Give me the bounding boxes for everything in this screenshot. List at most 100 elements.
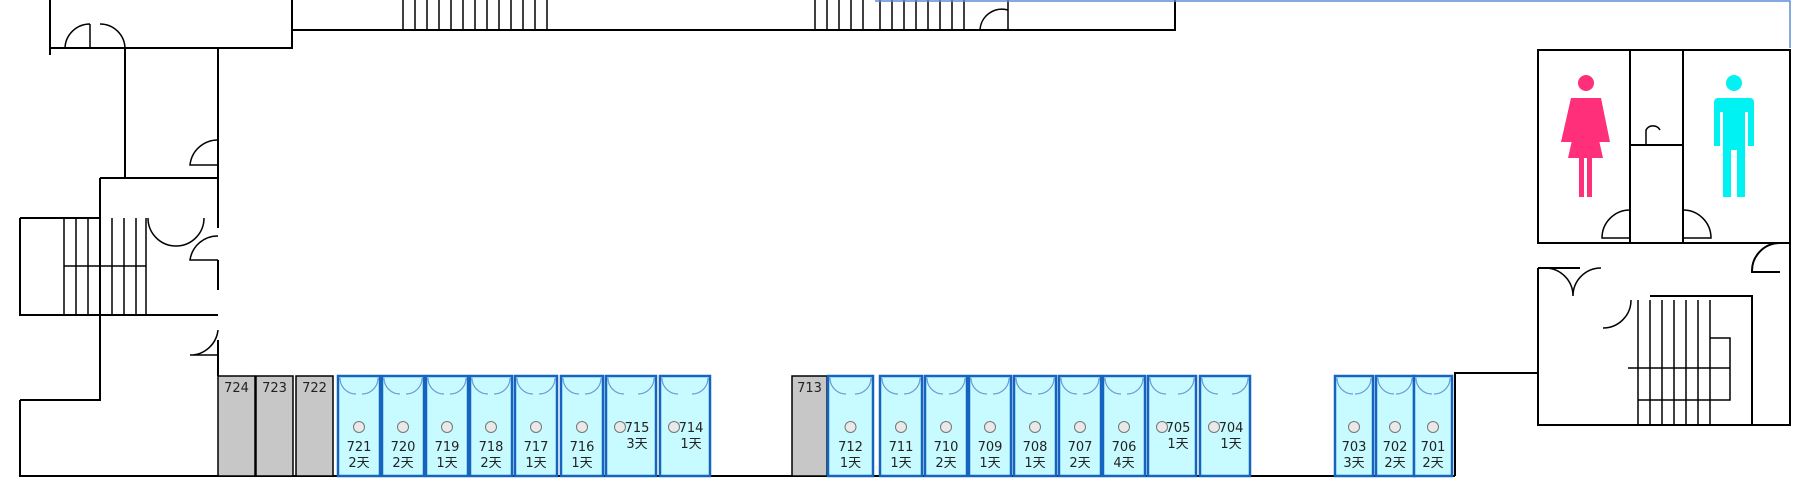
status-dot-icon <box>397 421 409 433</box>
door-swing <box>1433 377 1451 395</box>
door-swing <box>854 377 872 395</box>
room-box[interactable] <box>217 375 256 477</box>
door-swing <box>637 377 655 395</box>
room-days: 2天 <box>348 456 369 471</box>
door-swing <box>1015 377 1033 395</box>
room-number: 712 <box>838 440 863 455</box>
door-swing <box>1177 377 1195 395</box>
door-swing <box>1149 377 1167 395</box>
door-swing <box>829 377 847 395</box>
status-dot-icon <box>668 421 680 433</box>
room-box[interactable] <box>1146 374 1198 478</box>
status-dot-icon <box>1029 421 1041 433</box>
door-swing <box>661 377 679 395</box>
room-days: 2天 <box>480 456 501 471</box>
room-box[interactable] <box>791 375 828 477</box>
door-swing <box>970 377 988 395</box>
room-box[interactable] <box>295 375 334 477</box>
room-days: 2天 <box>1069 456 1090 471</box>
door-swing <box>948 377 966 395</box>
room-days: 3天 <box>626 437 647 452</box>
door-swing <box>516 377 534 395</box>
status-dot-icon <box>844 421 857 433</box>
left-stairs <box>63 218 147 315</box>
room-box[interactable] <box>513 374 559 478</box>
right-stairs <box>1628 300 1731 425</box>
room-number: 724 <box>224 381 249 396</box>
room-number: 719 <box>435 440 460 455</box>
room-days: 1天 <box>1167 437 1188 452</box>
status-dot-icon <box>1156 421 1168 433</box>
room-number: 720 <box>391 440 416 455</box>
room-days: 4天 <box>1113 456 1134 471</box>
room-days: 1天 <box>890 456 911 471</box>
room-number: 706 <box>1112 440 1137 455</box>
door-swing <box>691 377 709 395</box>
room-days: 1天 <box>436 456 457 471</box>
door-swing <box>449 377 467 395</box>
room-number: 708 <box>1023 440 1048 455</box>
status-dot-icon <box>576 421 588 433</box>
room-box[interactable] <box>380 374 426 478</box>
status-dot-icon <box>353 421 365 433</box>
room-number: 715 <box>625 421 650 436</box>
status-dot-icon <box>940 421 952 433</box>
room-number: 722 <box>302 381 327 396</box>
room-number: 718 <box>479 440 504 455</box>
door-swing <box>1037 377 1055 395</box>
room-number: 702 <box>1383 440 1408 455</box>
room-box[interactable] <box>255 375 294 477</box>
room-number: 711 <box>889 440 914 455</box>
room-days: 2天 <box>392 456 413 471</box>
room-number: 723 <box>262 381 287 396</box>
door-swing <box>1395 377 1413 395</box>
building-walls <box>19 0 1791 477</box>
room-days: 2天 <box>935 456 956 471</box>
door-swing <box>1104 377 1122 395</box>
door-swing <box>1354 377 1372 395</box>
room-723[interactable]: 723 <box>255 375 294 477</box>
male-person-icon <box>1714 75 1754 197</box>
room-days: 1天 <box>1220 437 1241 452</box>
status-dot-icon <box>895 421 907 433</box>
room-number: 721 <box>347 440 372 455</box>
status-dot-icon <box>984 421 996 433</box>
room-days: 1天 <box>571 456 592 471</box>
room-722[interactable]: 722 <box>295 375 334 477</box>
door-swing <box>607 377 625 395</box>
room-number: 710 <box>934 440 959 455</box>
room-number: 709 <box>978 440 1003 455</box>
room-number: 701 <box>1421 440 1446 455</box>
rooms-layer: 724 723 7227212天7202天7191天7182天7171天7161天7… <box>217 374 1454 478</box>
room-days: 1天 <box>1024 456 1045 471</box>
room-number: 704 <box>1219 421 1244 436</box>
door-swing <box>1082 377 1100 395</box>
room-number: 707 <box>1068 440 1093 455</box>
room-number: 713 <box>797 381 822 396</box>
status-dot-icon <box>1074 421 1086 433</box>
status-dot-icon <box>1208 421 1220 433</box>
room-713[interactable]: 713 <box>791 375 828 477</box>
room-724[interactable]: 724 <box>217 375 256 477</box>
